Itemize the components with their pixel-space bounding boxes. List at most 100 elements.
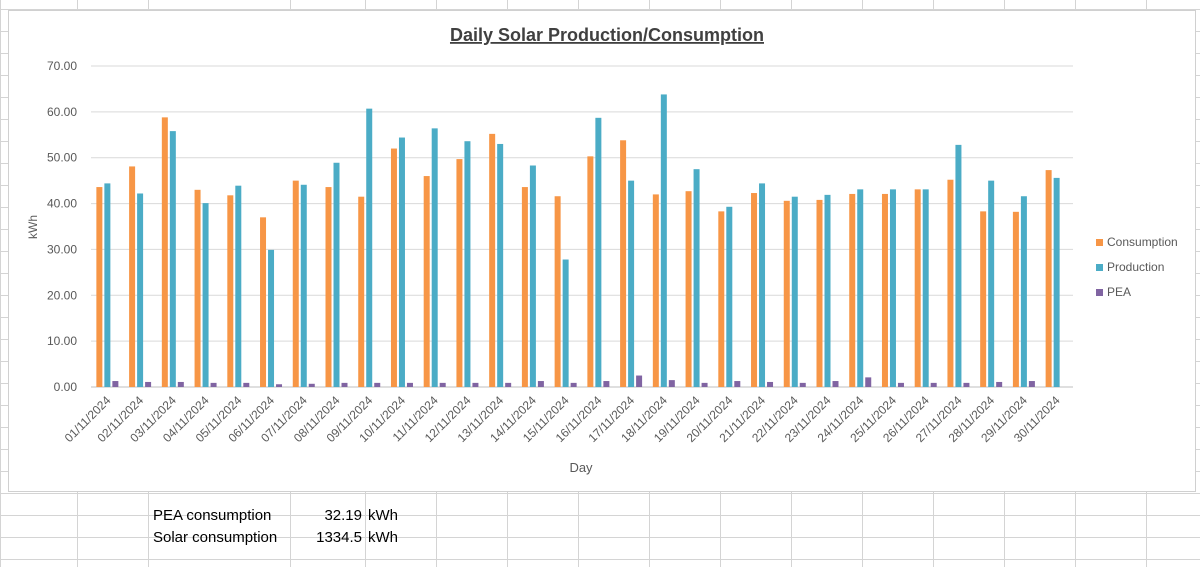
pea-consumption-unit: kWh (368, 507, 398, 524)
bar-consumption (1012, 211, 1019, 387)
bar-production (268, 249, 275, 387)
bar-production (759, 183, 766, 387)
bar-consumption (849, 193, 856, 387)
bar-pea (570, 382, 577, 387)
bar-pea (930, 382, 937, 387)
bar-pea (668, 380, 675, 387)
bar-consumption (129, 166, 136, 387)
legend-swatch-pea (1096, 289, 1103, 296)
bar-pea (832, 381, 839, 387)
solar-consumption-label: Solar consumption (153, 529, 278, 546)
bar-pea (767, 381, 774, 387)
y-axis-label: kWh (26, 215, 40, 239)
bar-production (988, 180, 995, 387)
bar-pea (276, 384, 283, 387)
bar-consumption (652, 194, 659, 387)
chart-area[interactable]: 0.00 10.00 20.00 30.00 40.00 50.00 60.00 70.00 0… (8, 10, 1196, 492)
bar-production (824, 194, 831, 387)
bar-pea (145, 381, 152, 387)
bar-pea (112, 381, 119, 387)
bar-consumption (325, 187, 332, 387)
bar-production (529, 165, 536, 387)
bar-pea (210, 382, 217, 387)
bar-consumption (1045, 170, 1052, 387)
y-tick-label: 30.00 (47, 242, 77, 256)
legend-label-consumption: Consumption (1107, 235, 1178, 249)
bar-pea (603, 381, 610, 387)
solar-consumption-unit: kWh (368, 529, 398, 546)
bar-pea (341, 382, 348, 387)
bar-consumption (718, 211, 725, 387)
bar-pea (374, 382, 381, 387)
bar-consumption (620, 140, 627, 387)
bar-pea (963, 382, 970, 387)
pea-consumption-label: PEA consumption (153, 507, 272, 524)
chart-title: Daily Solar Production/Consumption (450, 25, 764, 45)
bar-production (431, 128, 438, 387)
bar-consumption (947, 179, 954, 387)
bar-production (660, 94, 667, 387)
solar-consumption-value: 1334.5 (316, 529, 362, 546)
bar-pea (996, 381, 1003, 387)
y-tick-label: 50.00 (47, 151, 77, 165)
bar-consumption (783, 200, 790, 387)
bar-pea (308, 383, 315, 387)
bar-production (922, 189, 929, 387)
bar-consumption (358, 196, 365, 387)
bar-production (1053, 177, 1060, 387)
legend-label-pea: PEA (1107, 285, 1131, 299)
bar-consumption (227, 195, 234, 387)
bar-pea (701, 382, 708, 387)
bar-consumption (161, 117, 168, 388)
pea-consumption-value: 32.19 (324, 507, 362, 524)
bar-consumption (521, 187, 528, 387)
bar-production (464, 141, 471, 387)
bar-pea (177, 381, 184, 387)
bar-pea (636, 375, 643, 387)
bar-consumption (390, 148, 397, 387)
bar-production (300, 184, 307, 387)
bar-production (366, 108, 373, 387)
bar-consumption (260, 217, 267, 387)
y-tick-label: 20.00 (47, 288, 77, 302)
bar-pea (865, 377, 872, 387)
bar-production (169, 131, 176, 387)
bar-production (726, 206, 733, 387)
bar-production (628, 180, 635, 387)
bar-consumption (587, 156, 594, 387)
bar-consumption (194, 189, 201, 387)
legend-swatch-production (1096, 264, 1103, 271)
bar-pea (406, 382, 413, 387)
bar-pea (734, 381, 741, 387)
legend-swatch-consumption (1096, 239, 1103, 246)
bar-production (235, 185, 242, 387)
bar-pea (243, 382, 250, 387)
bar-pea (439, 382, 446, 387)
bar-consumption (554, 196, 561, 387)
bar-consumption (751, 193, 758, 387)
y-tick-label: 70.00 (47, 59, 77, 73)
bar-production (1020, 196, 1027, 387)
bar-production (595, 117, 602, 387)
bar-pea (505, 382, 512, 387)
bar-production (202, 203, 209, 387)
bar-production (497, 143, 504, 387)
bar-production (889, 189, 896, 387)
bar-consumption (489, 133, 496, 387)
bar-production (955, 144, 962, 387)
bar-pea (1028, 381, 1035, 387)
bar-production (693, 169, 700, 387)
bar-consumption (292, 180, 299, 387)
bar-consumption (914, 189, 921, 387)
bar-production (562, 259, 569, 387)
bar-production (791, 196, 798, 387)
legend-label-production: Production (1107, 260, 1164, 274)
bar-production (333, 162, 340, 387)
bar-production (137, 193, 144, 387)
bar-consumption (881, 193, 888, 387)
y-tick-label: 60.00 (47, 105, 77, 119)
bar-production (104, 183, 111, 387)
bar-production (857, 189, 864, 387)
y-tick-label: 10.00 (47, 334, 77, 348)
bar-consumption (96, 187, 103, 387)
